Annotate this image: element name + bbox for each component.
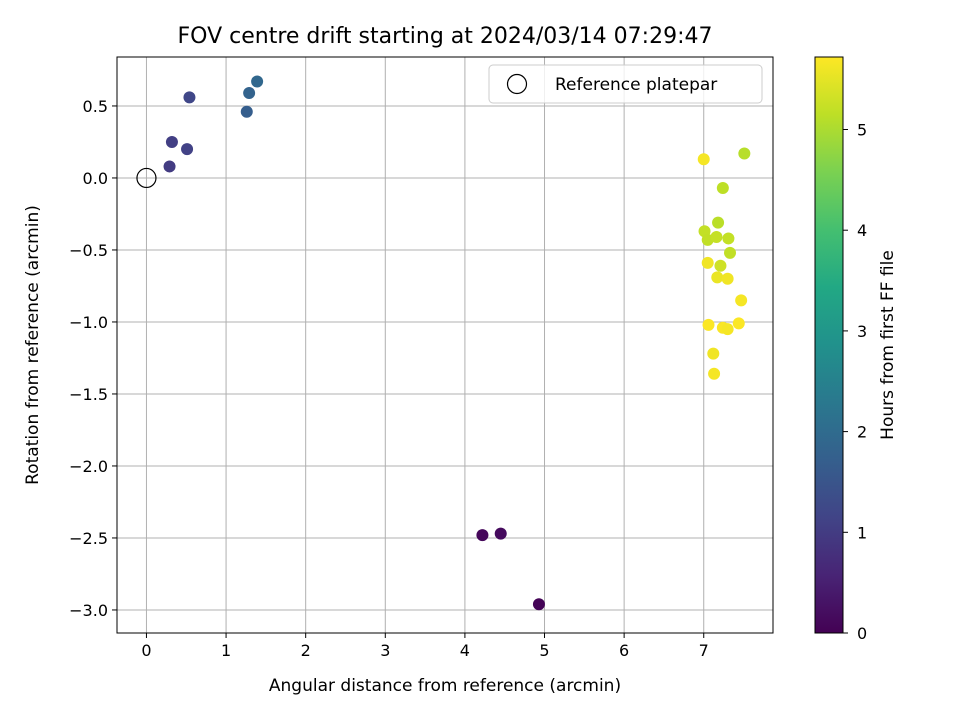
legend-reference-marker <box>506 73 528 95</box>
grid-lines <box>117 57 773 633</box>
y-axis-ticks: 0.5 0.0 −0.5 −1.0 −1.5 −2.0 −2.5 −3.0 <box>69 97 117 620</box>
data-point <box>711 271 724 284</box>
data-point <box>732 317 745 330</box>
y-tick-label: 0.0 <box>83 169 108 188</box>
x-tick-label: 0 <box>141 641 151 660</box>
y-tick-label: −3.0 <box>69 601 108 620</box>
data-point <box>701 256 714 269</box>
colorbar-tick-label: 1 <box>857 523 867 542</box>
y-tick-label: −0.5 <box>69 241 108 260</box>
x-tick-label: 3 <box>380 641 390 660</box>
data-point <box>183 91 196 104</box>
legend-label-reference: Reference platepar <box>555 75 717 95</box>
x-tick-label: 1 <box>221 641 231 660</box>
y-tick-label: 0.5 <box>83 97 108 116</box>
colorbar-tick-label: 5 <box>857 121 867 140</box>
legend: Reference platepar <box>488 64 763 104</box>
data-point <box>165 135 178 148</box>
data-point <box>712 216 725 229</box>
data-point <box>708 367 721 380</box>
data-point <box>714 259 727 272</box>
data-point <box>697 153 710 166</box>
data-point <box>494 527 507 540</box>
plot-frame <box>116 56 774 634</box>
x-tick-label: 5 <box>539 641 549 660</box>
x-tick-label: 4 <box>460 641 470 660</box>
data-point <box>707 347 720 360</box>
y-tick-label: −2.5 <box>69 529 108 548</box>
y-axis-label: Rotation from reference (arcmin) <box>23 205 43 485</box>
y-tick-label: −1.5 <box>69 385 108 404</box>
data-point <box>240 105 253 118</box>
data-point <box>702 318 715 331</box>
x-tick-label: 7 <box>699 641 709 660</box>
data-point <box>724 246 737 259</box>
data-point <box>738 147 751 160</box>
colorbar-tick-label: 3 <box>857 322 867 341</box>
colorbar-tick-label: 2 <box>857 423 867 442</box>
data-point <box>532 598 545 611</box>
y-tick-label: −2.0 <box>69 457 108 476</box>
data-point <box>735 294 748 307</box>
data-point <box>721 272 734 285</box>
x-axis-ticks: 0 1 2 3 4 5 6 7 <box>141 633 709 660</box>
colorbar-tick-label: 4 <box>857 221 867 240</box>
reference-platepar-marker <box>136 167 157 189</box>
data-point <box>476 529 489 542</box>
data-point <box>243 87 256 99</box>
data-point <box>716 182 729 195</box>
data-point <box>251 75 264 88</box>
data-point <box>721 323 734 336</box>
x-tick-label: 6 <box>619 641 629 660</box>
data-point <box>181 143 194 156</box>
colorbar-label: Hours from first FF file <box>878 250 898 440</box>
y-tick-label: −1.0 <box>69 313 108 332</box>
data-point <box>163 160 176 173</box>
plot-area: 0 1 2 3 4 5 6 7 0.5 0.0 −0.5 −1.0 −1.5 −2.0 −2.5 −3.0 <box>69 56 774 660</box>
data-point <box>722 232 735 245</box>
legend-box <box>488 64 763 104</box>
x-axis-label: Angular distance from reference (arcmin) <box>269 676 621 696</box>
colorbar-gradient <box>815 57 843 633</box>
chart-title: FOV centre drift starting at 2024/03/14 … <box>178 24 713 49</box>
colorbar-tick-label: 0 <box>857 624 867 643</box>
colorbar-frame <box>814 56 844 634</box>
data-points <box>136 75 751 611</box>
x-tick-label: 2 <box>301 641 311 660</box>
data-point <box>710 231 723 243</box>
colorbar-ticks: 0 1 2 3 4 5 <box>843 121 867 643</box>
colorbar: 0 1 2 3 4 5 Hours from first FF file <box>814 56 898 643</box>
